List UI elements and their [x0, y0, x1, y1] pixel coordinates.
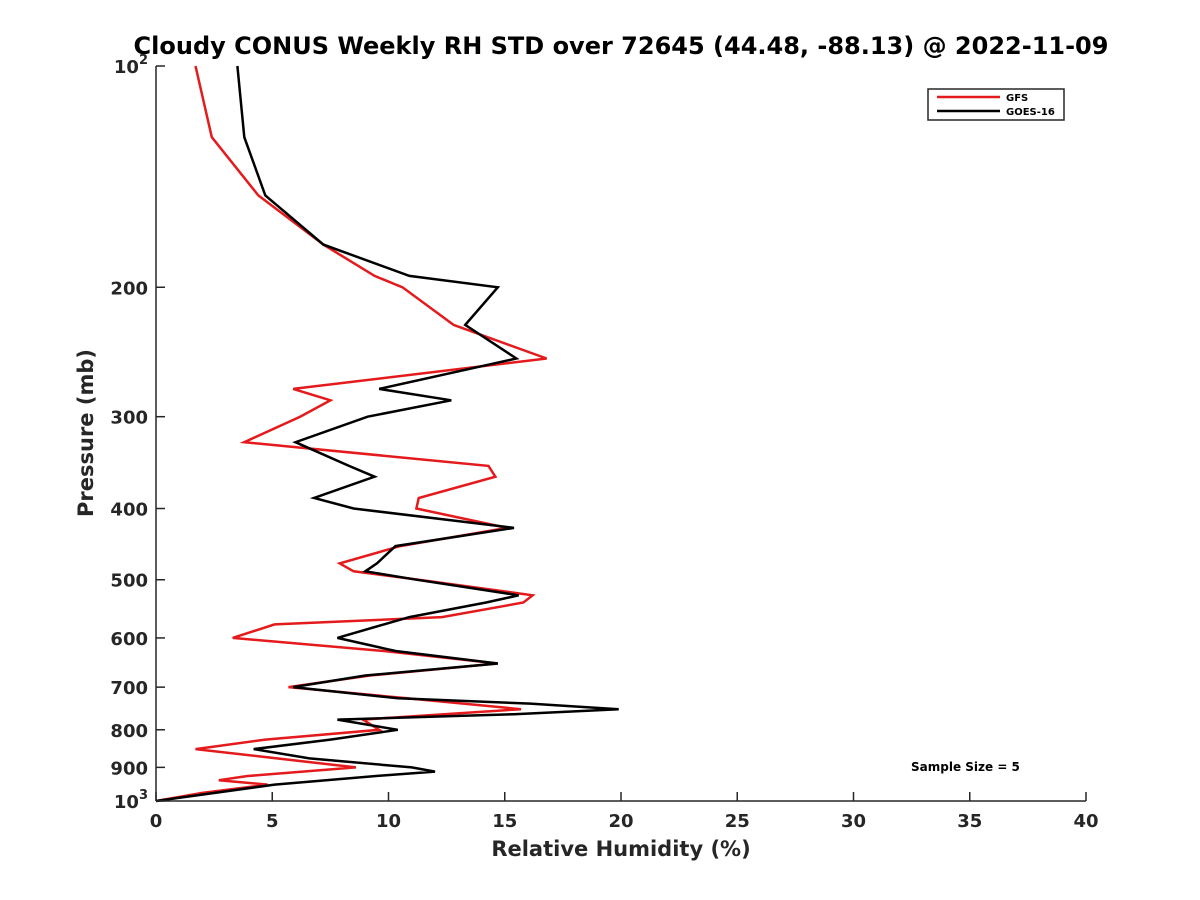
x-tick-label: 10 — [376, 811, 401, 832]
y-tick-label: 102 — [114, 53, 148, 78]
x-tick-label: 0 — [150, 811, 163, 832]
x-tick-label: 15 — [492, 811, 517, 832]
y-tick-label: 500 — [110, 571, 148, 592]
legend: GFS GOES-16 — [927, 88, 1065, 121]
series-line-gfs — [155, 65, 548, 803]
y-tick-label: 600 — [110, 629, 148, 650]
x-tick-label: 5 — [266, 811, 279, 832]
series-line-goes-16 — [155, 65, 619, 803]
y-axis-ticks: 102 200 300 400 500 600 700 800 900 103 — [110, 53, 165, 813]
y-tick-label: 200 — [110, 278, 148, 299]
y-tick-label: 900 — [110, 758, 148, 779]
y-tick-label: 800 — [110, 721, 148, 742]
x-tick-label: 25 — [725, 811, 750, 832]
y-axis-label: Pressure (mb) — [74, 349, 98, 517]
x-tick-label: 20 — [608, 811, 633, 832]
legend-label-goes-16: GOES-16 — [1006, 107, 1055, 118]
x-tick-label: 35 — [957, 811, 982, 832]
y-tick-label: 400 — [110, 500, 148, 521]
y-tick-label: 700 — [110, 678, 148, 699]
x-tick-label: 40 — [1073, 811, 1098, 832]
x-axis-label: Relative Humidity (%) — [491, 837, 750, 861]
y-tick-label: 103 — [114, 788, 148, 813]
sample-size-annotation: Sample Size = 5 — [911, 760, 1020, 774]
legend-label-gfs: GFS — [1006, 93, 1028, 104]
plot-area — [156, 66, 1086, 801]
series-layer — [155, 65, 619, 803]
x-tick-label: 30 — [841, 811, 866, 832]
x-axis-ticks: 0 5 10 15 20 25 30 35 40 — [150, 792, 1099, 832]
chart-title: Cloudy CONUS Weekly RH STD over 72645 (4… — [134, 32, 1109, 60]
legend-box — [927, 88, 1065, 121]
y-tick-label: 300 — [110, 408, 148, 429]
